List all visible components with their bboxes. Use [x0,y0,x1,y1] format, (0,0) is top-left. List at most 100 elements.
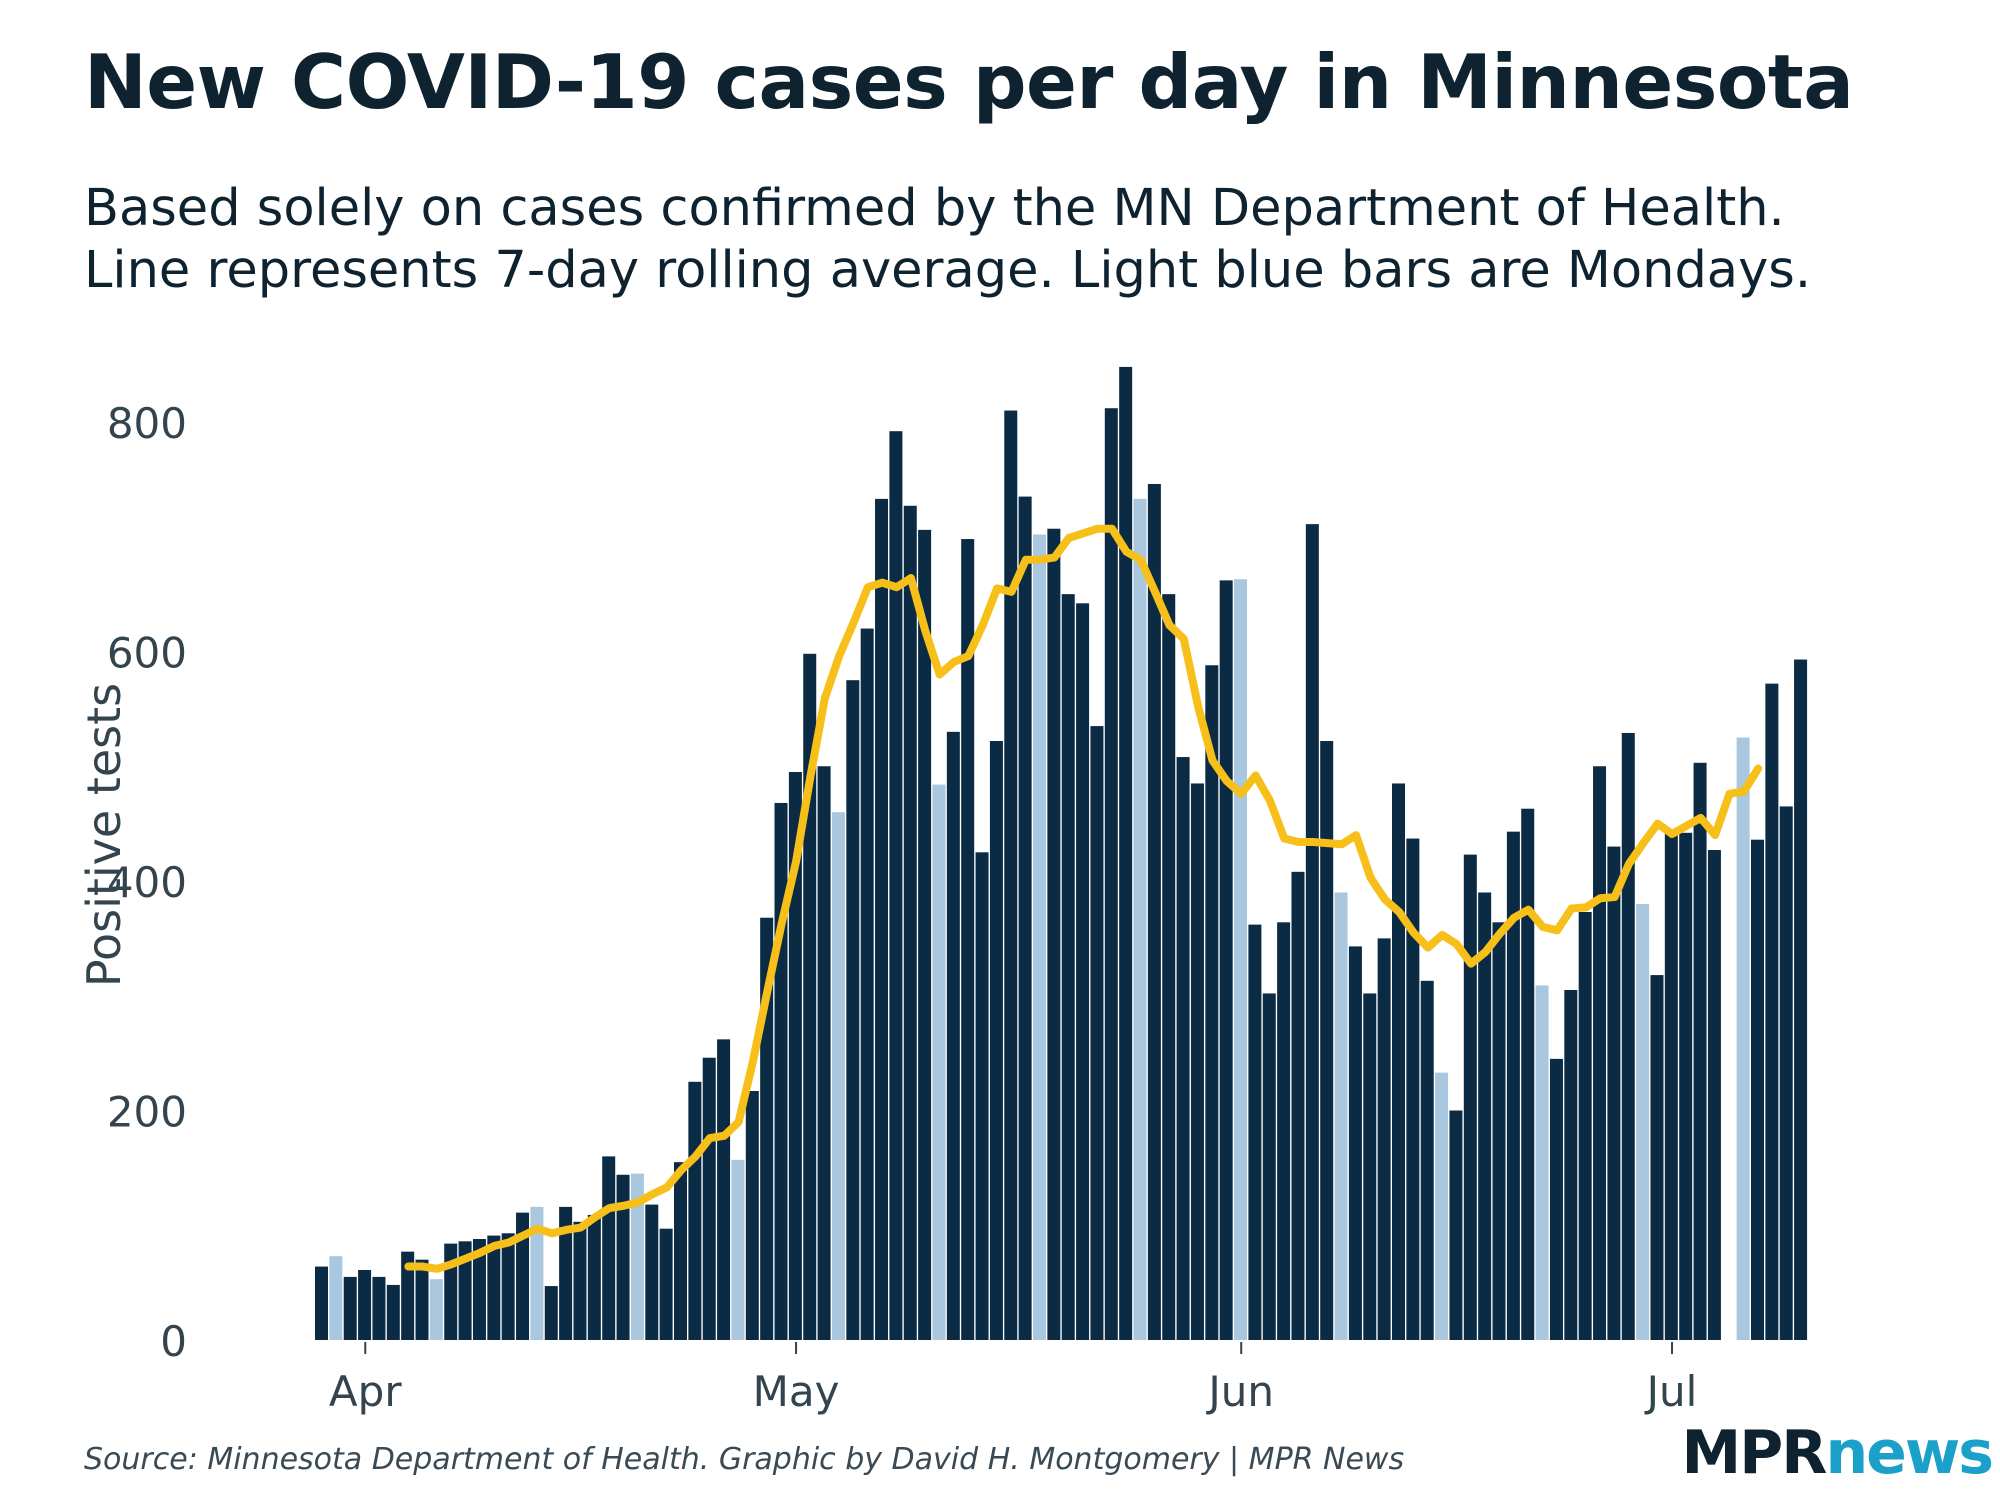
bar-day [1578,911,1592,1340]
bar-day [559,1206,573,1340]
bar-monday [329,1256,343,1340]
bar-day [961,539,975,1340]
source-note: Source: Minnesota Department of Health. … [84,1442,1405,1477]
y-tick-label: 400 [107,858,187,907]
bar-day [458,1241,472,1340]
y-tick-label: 200 [107,1088,187,1137]
bar-day [315,1266,328,1340]
bar-day [889,431,903,1340]
bar-monday [1234,579,1248,1340]
chart-title: New COVID-19 cases per day in Minnesota [84,38,1854,126]
bar-day [1162,594,1176,1341]
bar-day [1664,829,1678,1340]
bar-day [1248,924,1262,1340]
bar-day [1305,524,1319,1340]
bar-day [1478,892,1492,1340]
bar-day [1348,946,1362,1340]
bar-day [645,1204,659,1340]
bar-day [587,1214,601,1340]
bar-day [975,852,989,1340]
bar-day [1693,762,1707,1340]
bar-day [616,1174,630,1340]
bar-day [372,1276,386,1340]
bar-day [989,741,1003,1340]
bar-day [659,1228,673,1340]
bar-day [1119,366,1133,1340]
bar-day [1707,850,1721,1340]
bar-monday [831,812,845,1340]
chart-subtitle: Based solely on cases confirmed by the M… [84,178,1811,302]
bar-day [1291,871,1305,1340]
bar-day [803,653,817,1340]
bar-day [1363,993,1377,1340]
bar-day [1679,832,1693,1340]
bar-day [358,1270,372,1340]
bar-day [1377,938,1391,1341]
bar-day [1004,410,1018,1340]
bar-monday [630,1173,644,1340]
x-tick-label: Jun [1205,1367,1274,1416]
bar-day [401,1251,415,1340]
bar-day [918,529,932,1340]
bar-day [487,1235,501,1340]
bar-day [1650,975,1664,1340]
bar-day [846,680,860,1340]
bar-monday [1435,1072,1449,1340]
x-axis-ticks: Apr May Jun Jul [329,1342,1697,1416]
bar-day [1492,922,1506,1340]
bar-day [501,1233,515,1340]
bar-day [1018,496,1032,1341]
bar-day [860,628,874,1340]
bar-monday [429,1279,443,1340]
x-tick-label: Jul [1644,1367,1698,1416]
bar-day [1076,603,1090,1340]
bar-day [1593,766,1607,1340]
bar-day [745,1090,759,1340]
bar-day [386,1284,400,1340]
bar-monday [530,1206,544,1340]
bar-monday [731,1159,745,1340]
bar-monday [1636,903,1650,1340]
bar-day [1190,783,1204,1340]
bar-day [1564,990,1578,1340]
subtitle-line-2: Line represents 7-day rolling average. L… [84,241,1812,300]
bar-monday [1535,985,1549,1340]
bar-day [1779,806,1793,1340]
y-tick-label: 800 [107,399,187,448]
y-tick-label: 0 [160,1317,187,1366]
bar-day [903,505,917,1340]
logo-mpr: MPR [1681,1418,1828,1488]
bar-day [573,1221,587,1340]
bar-day [1219,580,1233,1340]
bar-day [702,1057,716,1340]
bar-monday [1133,498,1147,1340]
bar-day [1104,408,1118,1341]
x-tick-label: Apr [329,1367,402,1416]
bar-day [1262,993,1276,1340]
bar-day [1147,483,1161,1341]
mpr-news-logo: MPRnews [1681,1418,1994,1488]
bar-day [875,498,889,1340]
bar-day [1751,839,1764,1340]
bar-day [1420,980,1434,1340]
bar-day [1320,741,1334,1340]
bar-day [674,1162,687,1340]
bar-day [817,766,831,1340]
bar-day [1506,831,1520,1340]
bar-day [1176,757,1190,1340]
bar-day [1794,659,1808,1340]
bar-day [774,802,788,1340]
subtitle-line-1: Based solely on cases confirmed by the M… [84,179,1785,238]
bar-day [1090,726,1104,1340]
bar-monday [1334,892,1348,1340]
bar-day [1061,594,1075,1341]
bar-day [1406,838,1420,1340]
y-axis-ticks: 0 200 400 600 800 [107,399,187,1366]
bar-monday [1033,534,1046,1340]
x-tick-label: May [753,1367,840,1416]
bar-day [516,1212,530,1340]
bar-series [315,366,1808,1341]
bar-day [1392,783,1405,1340]
logo-news: news [1825,1418,1994,1488]
